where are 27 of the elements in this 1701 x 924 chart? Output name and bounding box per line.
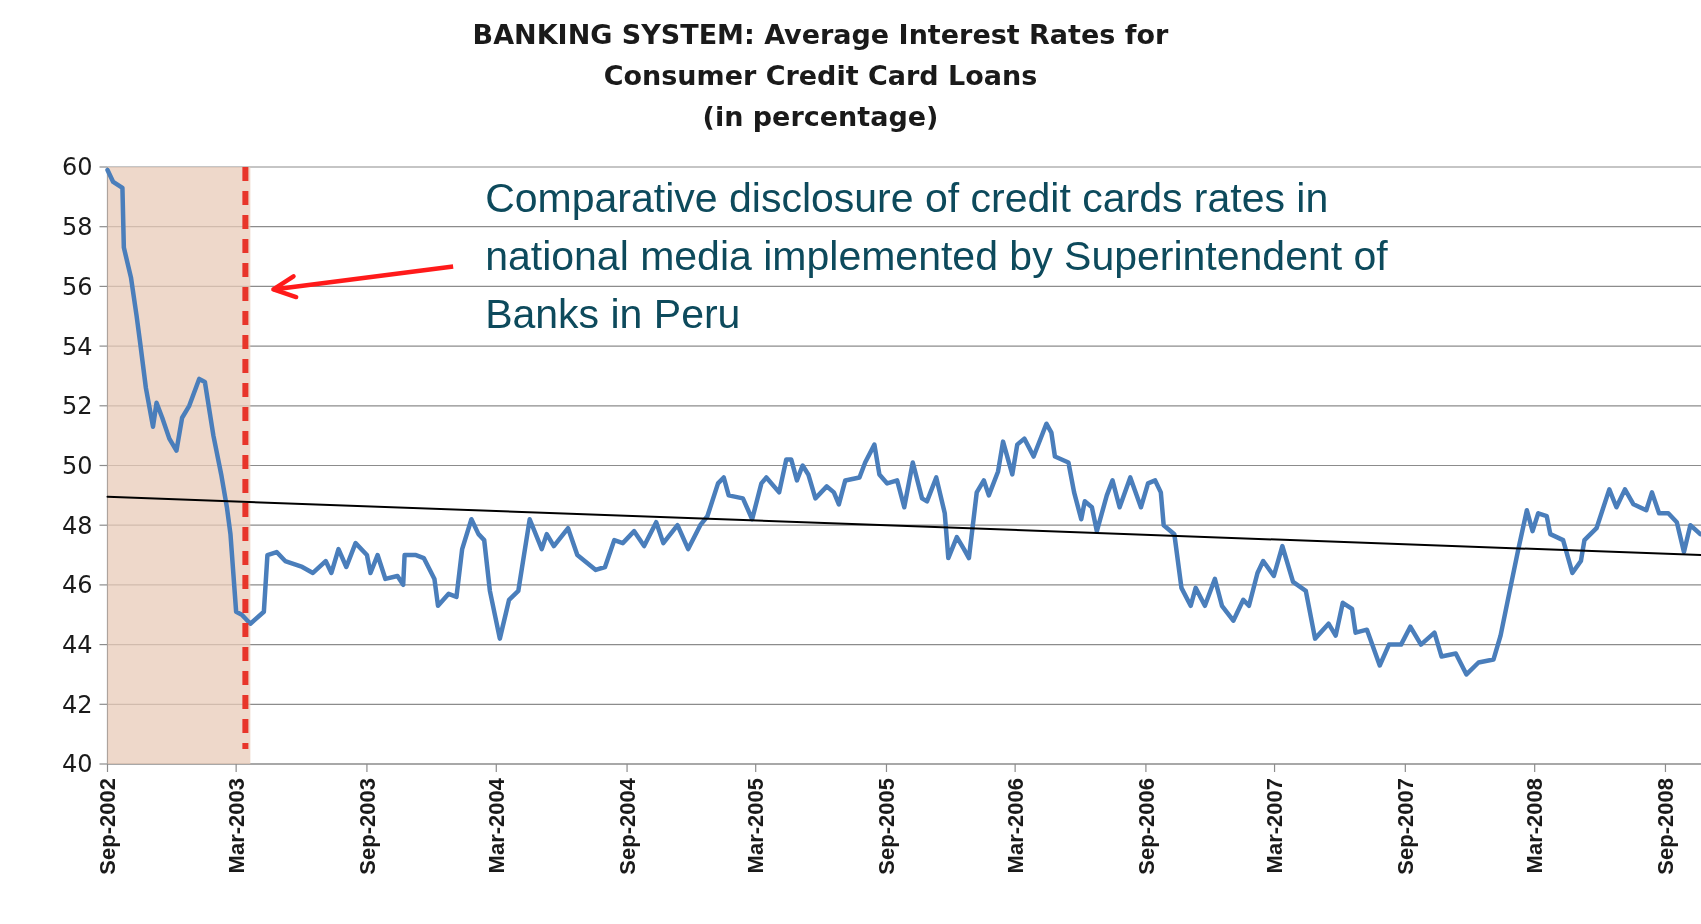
y-tick-label: 40	[61, 750, 93, 779]
x-tick-label: Mar-2006	[1002, 778, 1028, 874]
x-tick-label: Sep-2007	[1393, 778, 1419, 875]
x-tick-label: Sep-2004	[614, 777, 640, 875]
x-tick-label: Sep-2005	[874, 778, 900, 875]
y-tick-label: 60	[61, 153, 93, 182]
x-tick-label: Mar-2008	[1522, 778, 1548, 874]
y-tick-label: 56	[61, 272, 93, 301]
x-tick-label: Sep-2006	[1133, 778, 1159, 875]
x-tick-label: Sep-2003	[354, 778, 380, 875]
x-tick-label: Sep-2008	[1653, 778, 1679, 875]
y-tick-label: 50	[61, 451, 93, 480]
x-tick-label: Mar-2003	[223, 778, 249, 874]
annotation: Comparative disclosure of credit cards rates in national media implemented by Superintendent of Banks in Peru	[485, 175, 1389, 337]
y-tick-label: 42	[61, 690, 93, 719]
chart-subtitle: (in percentage)	[702, 101, 939, 132]
chart-title: BANKING SYSTEM: Average Interest Rates for Consumer Credit Card Loans	[472, 19, 1170, 91]
x-tick-label: Mar-2004	[483, 777, 509, 874]
y-tick-label: 46	[61, 571, 93, 600]
y-tick-label: 52	[61, 392, 93, 421]
y-tick-label: 58	[61, 213, 93, 242]
y-tick-label: 44	[61, 631, 93, 659]
y-tick-label: 48	[61, 511, 93, 540]
y-tick-label: 54	[61, 332, 93, 361]
x-tick-label: Mar-2007	[1262, 778, 1288, 874]
x-tick-label: Sep-2002	[95, 778, 121, 875]
x-tick-label: Mar-2005	[743, 778, 769, 874]
